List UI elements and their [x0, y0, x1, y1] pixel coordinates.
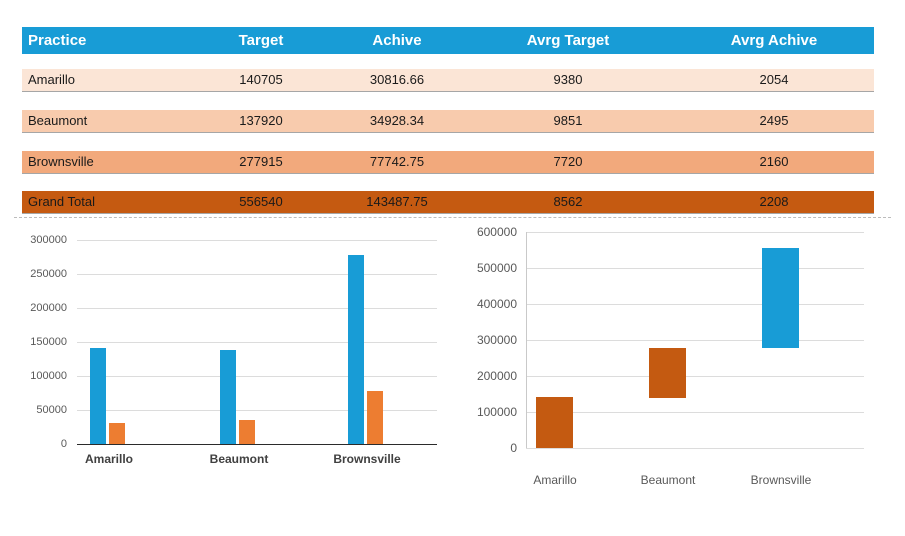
- target-achive-clustered-bar-chart[interactable]: 0 50000 100000 150000 200000 250000 300000 Amar…: [20, 224, 445, 476]
- cell-avrg-achive[interactable]: 2160: [759, 154, 789, 169]
- cell-avrg-achive[interactable]: 2054: [759, 72, 789, 87]
- y-axis-line: [526, 232, 527, 448]
- table-row-brownsville: Brownsville 277915 77742.75 7720 2160: [22, 151, 874, 174]
- y-gridline: [526, 268, 864, 269]
- cell-practice[interactable]: Grand Total: [28, 194, 95, 209]
- y-axis-tick-label: 400000: [476, 297, 517, 311]
- y-axis-tick-label: 50000: [36, 404, 67, 416]
- target-waterfall-chart[interactable]: 0 100000 200000 300000 400000 500000 600000 Ama…: [460, 220, 892, 495]
- y-axis-tick-label: 250000: [30, 268, 67, 280]
- target-bar-amarillo[interactable]: [90, 348, 106, 444]
- cell-avrg-target[interactable]: 9851: [553, 113, 583, 128]
- page-break-dashed-line: [14, 217, 891, 218]
- cell-target[interactable]: 140705: [239, 72, 283, 87]
- table-row-beaumont: Beaumont 137920 34928.34 9851 2495: [22, 110, 874, 133]
- category-label-amarillo: Amarillo: [84, 452, 133, 466]
- cell-avrg-target[interactable]: 9380: [553, 72, 583, 87]
- y-gridline: [77, 376, 437, 377]
- cell-practice[interactable]: Amarillo: [28, 72, 75, 87]
- y-axis-tick-label: 300000: [30, 234, 67, 246]
- practice-table: Practice Target Achive Avrg Target Avrg …: [22, 27, 874, 215]
- cell-avrg-target[interactable]: 7720: [553, 154, 583, 169]
- y-gridline: [77, 240, 437, 241]
- y-gridline: [526, 412, 864, 413]
- y-gridline: [77, 308, 437, 309]
- cell-avrg-target[interactable]: 8562: [553, 194, 583, 209]
- category-label-amarillo: Amarillo: [533, 473, 577, 487]
- x-axis-line: [77, 444, 437, 445]
- cell-target[interactable]: 277915: [239, 154, 283, 169]
- category-label-brownsville: Brownsville: [333, 452, 401, 466]
- y-axis-tick-label: 0: [60, 438, 67, 450]
- y-gridline: [526, 304, 864, 305]
- y-gridline: [526, 232, 864, 233]
- target-bar-beaumont[interactable]: [220, 350, 236, 444]
- cell-practice[interactable]: Beaumont: [28, 113, 88, 128]
- cell-achive[interactable]: 143487.75: [366, 194, 428, 209]
- y-axis-tick-label: 150000: [30, 336, 67, 348]
- y-axis-tick-label: 500000: [476, 261, 517, 275]
- y-axis-tick-label: 0: [510, 441, 517, 455]
- category-label-beaumont: Beaumont: [640, 473, 696, 487]
- y-gridline: [77, 410, 437, 411]
- y-gridline: [526, 340, 864, 341]
- y-gridline: [526, 448, 864, 449]
- column-header-target[interactable]: Target: [238, 32, 284, 49]
- column-header-avrg-achive[interactable]: Avrg Achive: [730, 32, 818, 49]
- table-row-grand-total: Grand Total 556540 143487.75 8562 2208: [22, 191, 874, 214]
- achive-bar-beaumont[interactable]: [239, 420, 255, 444]
- y-gridline: [526, 376, 864, 377]
- cell-avrg-achive[interactable]: 2495: [759, 113, 789, 128]
- y-axis-tick-label: 200000: [476, 369, 517, 383]
- column-header-achive[interactable]: Achive: [372, 32, 422, 49]
- target-bar-brownsville[interactable]: [348, 255, 364, 444]
- cell-achive[interactable]: 30816.66: [369, 72, 425, 87]
- achive-bar-amarillo[interactable]: [109, 423, 125, 444]
- cell-target[interactable]: 556540: [239, 194, 283, 209]
- table-row-amarillo: Amarillo 140705 30816.66 9380 2054: [22, 69, 874, 92]
- y-axis-tick-label: 300000: [476, 333, 517, 347]
- cell-achive[interactable]: 34928.34: [369, 113, 425, 128]
- column-header-avrg-target[interactable]: Avrg Target: [526, 32, 610, 49]
- column-header-practice[interactable]: Practice: [28, 32, 87, 49]
- category-label-beaumont: Beaumont: [209, 452, 269, 466]
- waterfall-bar-amarillo[interactable]: [536, 397, 573, 448]
- y-axis-tick-label: 200000: [30, 302, 67, 314]
- achive-bar-brownsville[interactable]: [367, 391, 383, 444]
- cell-practice[interactable]: Brownsville: [28, 154, 94, 169]
- y-gridline: [77, 274, 437, 275]
- y-gridline: [77, 342, 437, 343]
- y-axis-tick-label: 100000: [476, 405, 517, 419]
- y-axis-tick-label: 600000: [476, 225, 517, 239]
- cell-avrg-achive[interactable]: 2208: [759, 194, 789, 209]
- y-axis-tick-label: 100000: [30, 370, 67, 382]
- cell-target[interactable]: 137920: [239, 113, 283, 128]
- waterfall-bar-brownsville[interactable]: [762, 248, 799, 348]
- category-label-brownsville: Brownsville: [750, 473, 812, 487]
- table-header-row: Practice Target Achive Avrg Target Avrg …: [22, 27, 874, 54]
- cell-achive[interactable]: 77742.75: [369, 154, 425, 169]
- waterfall-bar-beaumont[interactable]: [649, 348, 686, 398]
